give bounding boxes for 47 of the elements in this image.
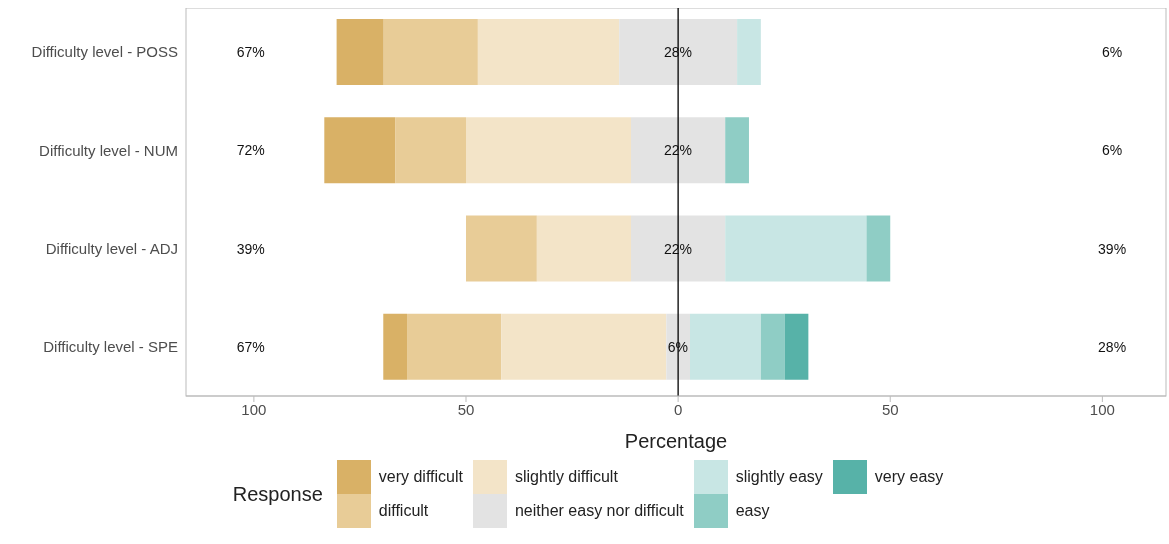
annotation: 67%	[236, 338, 265, 355]
bar	[466, 215, 537, 282]
bar	[619, 19, 738, 85]
y-tick-label: Difficulty level - NUM	[39, 141, 178, 159]
x-tick-label: 50	[457, 400, 475, 418]
x-tick-label: 50	[881, 400, 899, 418]
legend-label: very difficult	[377, 467, 463, 487]
bar	[383, 19, 478, 85]
annotation: 28%	[1098, 338, 1127, 355]
y-tick-label: Difficulty level - ADJ	[45, 239, 178, 257]
bar	[866, 215, 891, 282]
x-tick-label: 0	[673, 400, 683, 418]
legend-label: very easy	[873, 467, 944, 487]
annotation: 72%	[236, 142, 265, 159]
legend-label: easy	[734, 501, 771, 521]
legend-title: Response	[232, 482, 323, 506]
bar	[737, 19, 761, 85]
legend-label: neither easy nor difficult	[513, 501, 684, 521]
bar	[383, 313, 408, 380]
bar	[536, 215, 632, 282]
x-axis-title: Percentage	[624, 430, 728, 452]
legend-label: slightly difficult	[513, 467, 619, 487]
bar	[477, 19, 620, 85]
x-tick-label: 100	[241, 400, 267, 418]
legend-label: slightly easy	[734, 467, 823, 487]
bar	[690, 313, 761, 380]
bar	[395, 117, 466, 184]
bar	[407, 313, 502, 380]
bar	[725, 215, 867, 282]
bar	[760, 313, 785, 380]
annotation: 67%	[236, 44, 265, 61]
annotation: 6%	[1101, 44, 1123, 61]
bar	[501, 313, 667, 380]
y-tick-label: Difficulty level - POSS	[31, 43, 178, 61]
annotation: 6%	[1101, 142, 1123, 159]
bar	[725, 117, 749, 184]
bar	[631, 215, 726, 282]
bar	[631, 117, 726, 184]
annotation: 39%	[236, 240, 265, 257]
bar	[784, 313, 809, 380]
legend-label: difficult	[377, 501, 430, 521]
bar	[466, 117, 632, 184]
x-tick-label: 100	[1089, 400, 1115, 418]
bar	[336, 19, 384, 85]
bar	[324, 117, 396, 184]
annotation: 39%	[1098, 240, 1127, 257]
y-tick-label: Difficulty level - SPE	[43, 338, 178, 356]
